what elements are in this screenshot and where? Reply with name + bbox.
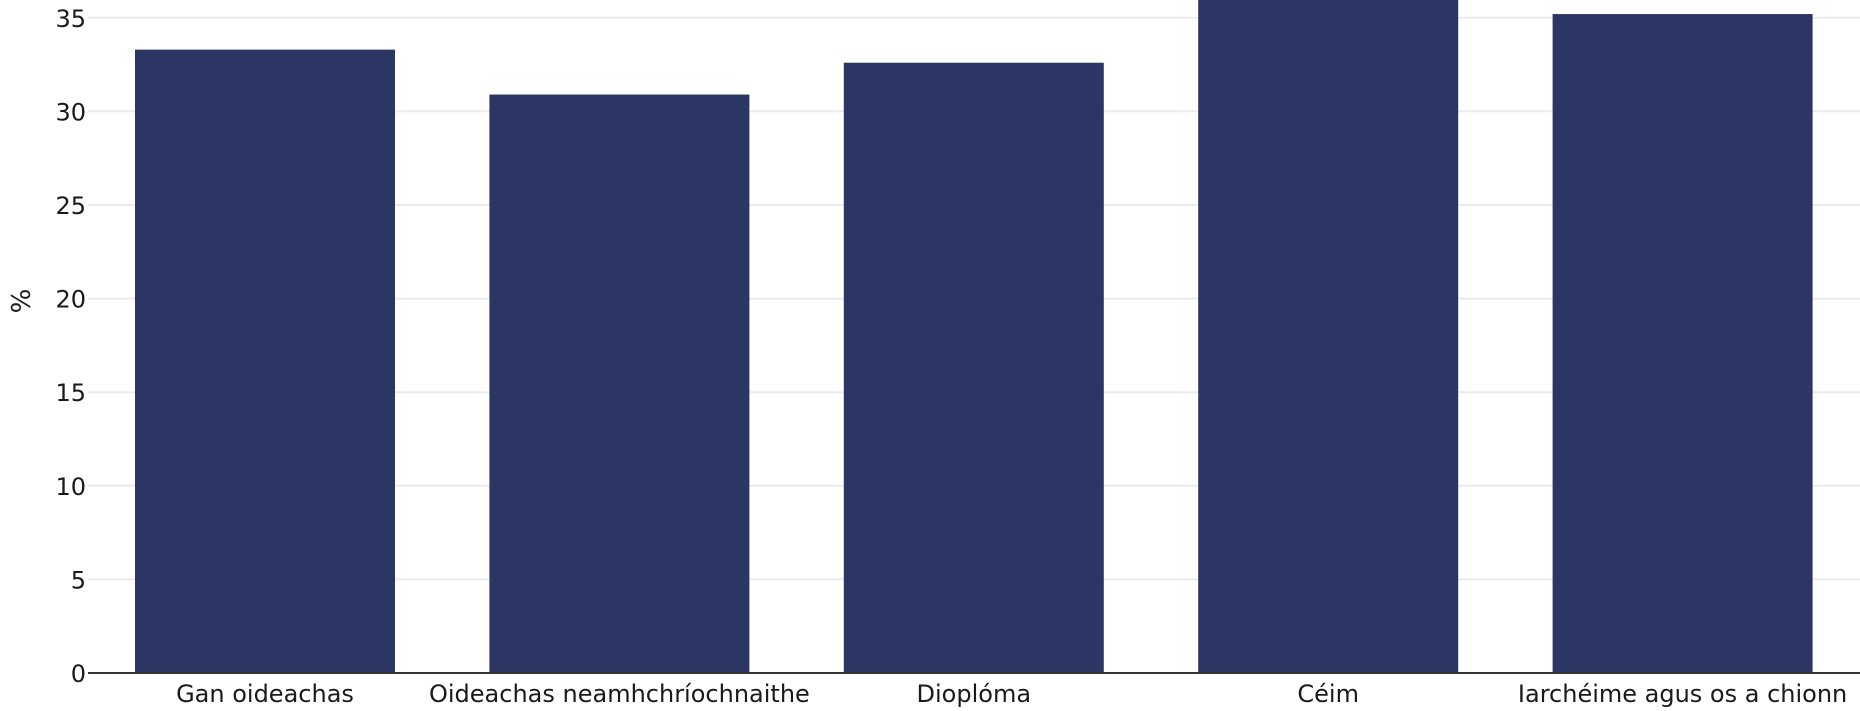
y-tick-label: 30 [55, 98, 86, 126]
y-tick-label: 5 [71, 566, 86, 594]
bar [843, 62, 1104, 673]
y-tick-label: 10 [55, 473, 86, 501]
x-category-label: Céim [1297, 680, 1359, 708]
y-axis-title: % [7, 289, 37, 314]
x-category-label: Oideachas neamhchríochnaithe [429, 680, 810, 708]
x-category-label: Gan oideachas [176, 680, 354, 708]
bar [1552, 14, 1813, 673]
y-tick-label: 35 [55, 5, 86, 33]
bar [135, 49, 395, 673]
y-tick-label: 25 [55, 192, 86, 220]
y-tick-label: 0 [71, 660, 86, 688]
x-category-label: Dioplóma [917, 680, 1032, 708]
bars [135, 0, 1813, 673]
axes: % 0 5 10 15 20 25 30 35 Gan oideachas Oideachas n… [7, 5, 1860, 708]
y-tick-label: 20 [55, 286, 86, 314]
bar [1198, 0, 1459, 673]
y-tick-label: 15 [55, 379, 86, 407]
bar [489, 94, 750, 673]
x-category-label: Iarchéime agus os a chionn [1518, 680, 1847, 708]
